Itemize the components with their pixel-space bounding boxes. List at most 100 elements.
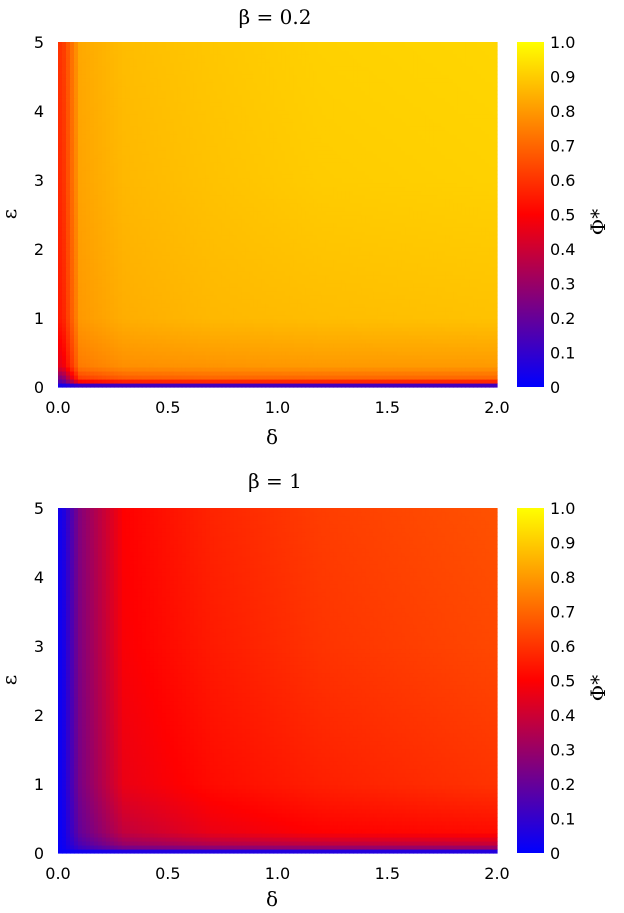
heatmap-cell	[145, 378, 151, 384]
heatmap-cell	[205, 202, 211, 208]
heatmap-cell	[85, 302, 91, 308]
heatmap-cell	[109, 318, 115, 324]
heatmap-cell	[241, 382, 247, 388]
heatmap-cell	[361, 282, 366, 288]
heatmap-cell	[81, 362, 87, 368]
heatmap-cell	[405, 266, 410, 272]
heatmap-cell	[317, 370, 322, 376]
heatmap-cell	[241, 226, 247, 232]
heatmap-cell	[93, 274, 99, 280]
heatmap-cell	[229, 354, 235, 360]
heatmap-cell	[58, 378, 63, 384]
heatmap-cell	[413, 370, 418, 376]
heatmap-cell	[181, 218, 187, 224]
heatmap-cell	[389, 266, 394, 272]
heatmap-cell	[301, 370, 307, 376]
heatmap-cell	[133, 298, 139, 304]
heatmap-cell	[353, 274, 358, 280]
heatmap-cell	[229, 330, 235, 336]
heatmap-cell	[413, 266, 418, 272]
heatmap-cell	[229, 366, 235, 372]
heatmap-cell	[213, 262, 219, 268]
heatmap-cell	[117, 274, 123, 280]
heatmap-cell	[481, 250, 486, 256]
heatmap-cell	[61, 230, 67, 236]
heatmap-cell	[201, 222, 207, 228]
heatmap-cell	[265, 302, 271, 308]
heatmap-cell	[237, 358, 243, 364]
heatmap-cell	[58, 230, 63, 236]
heatmap-cell	[197, 202, 203, 208]
heatmap-cell	[101, 278, 107, 284]
heatmap-cell	[101, 306, 107, 312]
heatmap-cell	[69, 218, 75, 224]
heatmap-cell	[173, 282, 179, 288]
heatmap-cell	[69, 302, 75, 308]
heatmap-cell	[453, 250, 458, 256]
heatmap-cell	[213, 294, 219, 300]
heatmap-cell	[113, 322, 119, 328]
heatmap-cell	[241, 246, 247, 252]
heatmap-cell	[73, 294, 79, 300]
heatmap-cell	[373, 342, 378, 348]
heatmap-cell	[345, 290, 350, 296]
heatmap-cell	[93, 278, 99, 284]
heatmap-cell	[397, 282, 402, 288]
heatmap-cell	[93, 362, 99, 368]
heatmap-cell	[437, 318, 442, 324]
heatmap-cell	[357, 322, 362, 328]
heatmap-cell	[157, 350, 163, 356]
heatmap-cell	[397, 322, 402, 328]
heatmap-cell	[417, 302, 422, 308]
heatmap-cell	[201, 290, 207, 296]
heatmap-cell	[429, 242, 434, 248]
heatmap-cell	[349, 262, 354, 268]
heatmap-cell	[313, 262, 319, 268]
heatmap-cell	[101, 378, 107, 384]
heatmap-cell	[177, 238, 183, 244]
heatmap-cell	[161, 294, 167, 300]
heatmap-cell	[241, 266, 247, 272]
heatmap-cell	[193, 294, 199, 300]
heatmap-cell	[337, 294, 342, 300]
heatmap-cell	[297, 358, 303, 364]
heatmap-cell	[361, 306, 366, 312]
heatmap-cell	[193, 378, 199, 384]
heatmap-cell	[485, 294, 490, 300]
heatmap-cell	[281, 238, 287, 244]
heatmap-cell	[77, 286, 83, 292]
heatmap-cell	[73, 270, 79, 276]
heatmap-cell	[329, 214, 334, 220]
heatmap-cell	[469, 266, 474, 272]
heatmap-cell	[373, 310, 378, 316]
heatmap-cell	[101, 254, 107, 260]
heatmap-cell	[89, 278, 95, 284]
heatmap-cell	[145, 234, 151, 240]
heatmap-cell	[289, 314, 295, 320]
heatmap-cell	[217, 202, 223, 208]
heatmap-cell	[97, 354, 103, 360]
heatmap-cell	[181, 318, 187, 324]
heatmap-cell	[269, 266, 275, 272]
heatmap-cell	[305, 278, 311, 284]
heatmap-cell	[273, 370, 279, 376]
heatmap-cell	[213, 290, 219, 296]
heatmap-cell	[325, 326, 330, 332]
heatmap-cell	[113, 358, 119, 364]
heatmap-cell	[229, 226, 235, 232]
heatmap-cell	[221, 262, 227, 268]
heatmap-cell	[249, 262, 255, 268]
heatmap-cell	[353, 262, 358, 268]
heatmap-cell	[101, 246, 107, 252]
heatmap-cell	[117, 262, 123, 268]
heatmap-cell	[161, 350, 167, 356]
heatmap-cell	[313, 266, 319, 272]
heatmap-cell	[485, 230, 490, 236]
heatmap-cell	[429, 374, 434, 380]
heatmap-cell	[265, 250, 271, 256]
heatmap-cell	[153, 210, 159, 216]
heatmap-cell	[113, 270, 119, 276]
heatmap-cell	[289, 214, 295, 220]
heatmap-cell	[249, 254, 255, 260]
heatmap-cell	[477, 238, 482, 244]
